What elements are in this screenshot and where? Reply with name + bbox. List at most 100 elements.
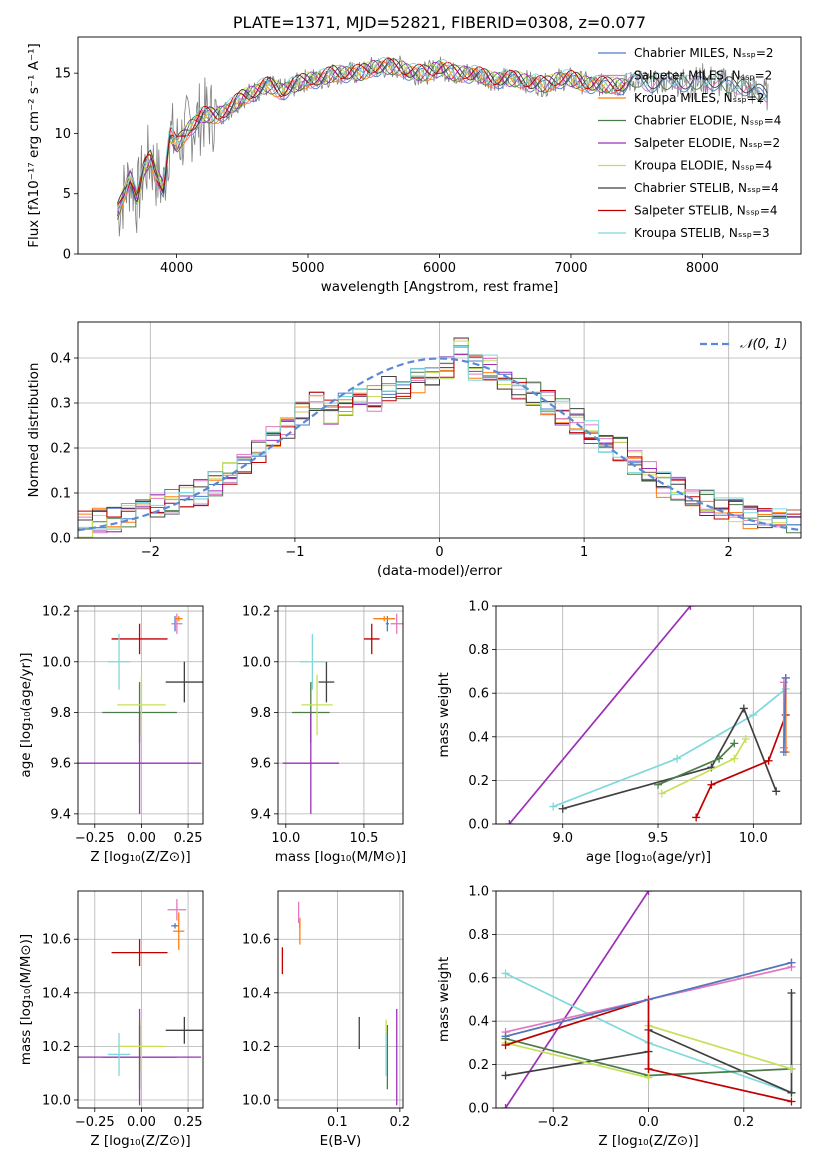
weight-marker	[644, 891, 653, 895]
errorbar-point	[173, 912, 185, 950]
errorbar-plot	[282, 613, 403, 814]
y-tick-label: 0.2	[468, 1058, 489, 1073]
y-tick-label: 9.6	[50, 757, 71, 772]
errorbar-plot	[78, 613, 203, 814]
weight_vs_Z-panel: −0.2 0.0 0.2 0.0 0.2 0.4 0.6 0.8 1.0 Z [log₁₀(Z/Z…	[436, 885, 802, 1149]
y-tick-label: 0.0	[468, 818, 489, 833]
legend: Chabrier MILES, Nₛₛₚ=2 Salpeter MILES, Nₛ…	[598, 46, 781, 240]
weight-marker	[692, 813, 701, 822]
errorbar-plot	[78, 899, 203, 1106]
legend-entry: Chabrier STELIB, Nₛₛₚ=4	[634, 181, 779, 195]
legend-entry: Kroupa STELIB, Nₛₛₚ=3	[634, 226, 770, 240]
weight-marker	[558, 804, 567, 813]
weight-marker	[654, 780, 663, 789]
mass_vs_ebv-panel: 0.1 0.2 10.0 10.2 10.4 10.6 E(B-V)	[242, 890, 410, 1149]
y-tick-label: 9.8	[50, 706, 71, 721]
x-axis-label: mass [log₁₀(M/M⊙)]	[275, 849, 406, 865]
y-tick-label: 0.0	[50, 532, 71, 547]
y-tick-label: 10.4	[42, 986, 71, 1001]
x-tick-label: 0	[435, 545, 443, 560]
weight-marker	[501, 1041, 510, 1050]
errorbar-point	[363, 623, 380, 655]
axes-frame	[495, 890, 802, 1109]
errorbar-point	[373, 616, 396, 622]
y-tick-label: 0.2	[50, 442, 71, 457]
weight-marker	[715, 754, 724, 763]
weight-marker	[549, 802, 558, 811]
weight-series-line	[504, 891, 650, 1108]
errorbar-point	[171, 613, 183, 634]
legend-entry: Kroupa MILES, Nₛₛₚ=2	[634, 91, 764, 105]
age_vs_mass-panel: 10.0 10.5 9.4 9.6 9.8 10.0 10.2 mass [log₁₀(M/M…	[242, 605, 406, 865]
x-tick-label: 10.0	[271, 831, 300, 846]
axes-frame	[495, 605, 802, 825]
weight_vs_age-panel: 9.0 9.5 10.0 0.0 0.2 0.4 0.6 0.8 1.0 age [log₁₀(a…	[436, 600, 802, 865]
x-tick-label: 0.25	[174, 1115, 203, 1130]
x-axis-label: Z [log₁₀(Z/Z⊙)]	[90, 849, 190, 865]
errorbar-point	[165, 661, 203, 703]
axes-frame	[77, 36, 802, 255]
errorbar-point	[165, 1016, 203, 1044]
y-tick-label: 0.0	[468, 1102, 489, 1117]
errorbar-point	[78, 712, 202, 814]
y-tick-label: 5	[63, 187, 71, 202]
y-tick-label: 10.2	[242, 605, 271, 620]
residual-histogram	[78, 346, 801, 530]
y-tick-label: 9.4	[50, 807, 71, 822]
y-tick-label: 0	[63, 248, 71, 263]
weight-marker	[505, 820, 514, 824]
axes-frame	[77, 605, 204, 825]
weight-marker	[730, 739, 739, 748]
x-axis-label: (data-model)/error	[377, 563, 503, 579]
errorbar-point	[111, 939, 168, 967]
y-tick-label: 1.0	[468, 885, 489, 900]
x-tick-label: 10.0	[739, 831, 768, 846]
x-axis-label: age [log₁₀(age/yr)]	[586, 849, 711, 865]
model-spectrum-line	[116, 58, 768, 204]
x-tick-label: 9.5	[648, 831, 669, 846]
weight-marker	[749, 711, 758, 719]
legend-entry: 𝒩(0, 1)	[740, 337, 787, 352]
errorbar-point	[299, 633, 325, 690]
weight-marker	[772, 787, 781, 796]
weight-marker	[787, 1097, 796, 1106]
y-axis-label: Normed distribution	[26, 363, 42, 498]
y-tick-label: 10	[54, 127, 71, 142]
weight-marker	[644, 1073, 653, 1082]
errorbar-point	[175, 616, 183, 622]
errorbar-point	[301, 674, 333, 736]
x-tick-label: 0.00	[127, 1115, 156, 1130]
y-tick-label: 10.4	[242, 986, 271, 1001]
x-axis-label: wavelength [Angstrom, rest frame]	[321, 279, 559, 295]
x-tick-label: 10.5	[349, 831, 378, 846]
weight-series-line	[661, 738, 747, 795]
y-tick-label: 10.6	[42, 933, 71, 948]
weight-marker	[781, 673, 790, 682]
y-axis-label: age [log₁₀(age/yr)]	[18, 652, 34, 777]
legend-entry: Chabrier MILES, Nₛₛₚ=2	[634, 46, 774, 60]
x-tick-label: 0.1	[327, 1115, 348, 1130]
weight-marker	[707, 780, 716, 789]
legend-entry: Kroupa ELODIE, Nₛₛₚ=4	[634, 159, 772, 173]
weight-marker	[764, 756, 773, 765]
y-tick-label: 0.3	[50, 397, 71, 412]
weight-marker	[787, 988, 796, 997]
errorbar-plot	[281, 901, 398, 1106]
errorbar-point	[117, 674, 166, 736]
y-tick-label: 1.0	[468, 600, 489, 615]
y-axis-label: mass weight	[436, 957, 452, 1042]
weight-marker	[779, 748, 788, 757]
legend-entry: Salpeter STELIB, Nₛₛₚ=4	[634, 204, 778, 218]
legend-entry: Chabrier ELODIE, Nₛₛₚ=4	[634, 114, 781, 128]
y-tick-label: 10.2	[42, 1040, 71, 1055]
weight-marker	[501, 1104, 510, 1108]
model-spectrum-line	[117, 60, 626, 218]
y-axis-label: mass weight	[436, 672, 452, 757]
x-tick-label: −0.25	[75, 1115, 115, 1130]
mass_vs_Z-panel: −0.25 0.00 0.25 10.0 10.2 10.4 10.6 Z [log₁₀(Z/…	[18, 890, 204, 1149]
chart-title: PLATE=1371, MJD=52821, FIBERID=0308, z=0…	[233, 13, 646, 32]
x-tick-label: 8000	[686, 261, 719, 276]
y-tick-label: 10.2	[42, 605, 71, 620]
weight-plot	[501, 891, 796, 1108]
residuals-panel: −2 −1 0 1 2 0.0 0.1 0.2 0.3 0.4 (data-model)/error…	[26, 321, 802, 579]
